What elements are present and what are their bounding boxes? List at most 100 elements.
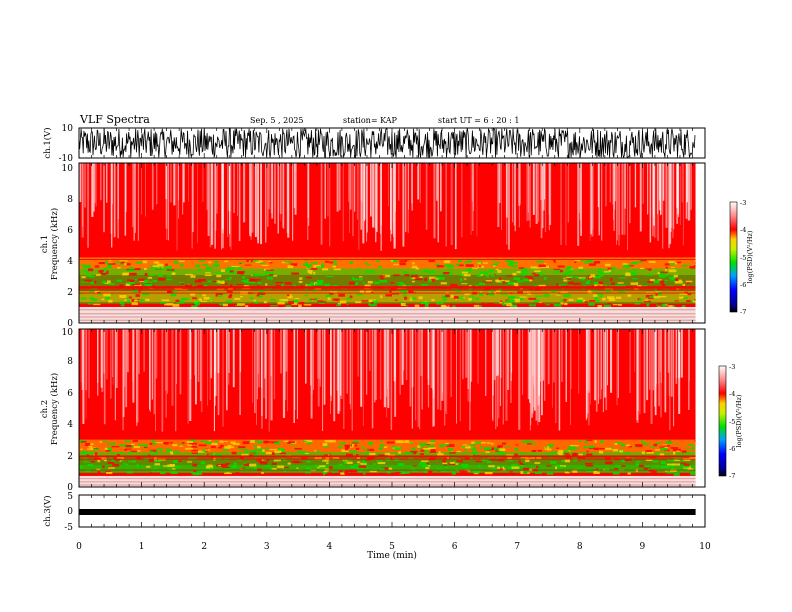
spec-streak: [349, 163, 352, 210]
spec-streak: [538, 163, 540, 222]
spec-speckle: [678, 296, 684, 299]
spec-speckle: [497, 445, 503, 448]
spec-speckle: [274, 442, 281, 445]
spec-streak: [88, 329, 90, 399]
spec-speckle: [509, 471, 513, 473]
spec-speckle: [373, 463, 377, 465]
spec-speckle: [410, 450, 418, 453]
spec-speckle: [97, 291, 101, 294]
spec-speckle: [535, 295, 544, 297]
spec-speckle: [555, 270, 559, 273]
spec-streak: [591, 163, 594, 237]
spec-speckle: [516, 271, 521, 273]
spec-speckle: [236, 284, 244, 286]
spec-speckle: [190, 293, 195, 296]
spec-speckle: [568, 281, 574, 285]
spec-speckle: [624, 458, 632, 461]
spec-speckle: [536, 303, 544, 306]
spec-speckle: [681, 264, 686, 267]
spec-speckle: [461, 283, 468, 285]
spec-speckle: [121, 457, 124, 459]
spec-speckle: [275, 465, 279, 467]
spec-streak: [627, 163, 628, 251]
spec-streak: [660, 329, 662, 383]
spec-streak: [195, 329, 197, 405]
spec-streak: [529, 329, 531, 431]
spec-streak: [194, 329, 195, 376]
spec-speckle: [229, 293, 233, 297]
spec-speckle: [498, 448, 505, 451]
spec-speckle: [459, 274, 465, 276]
spec-streak: [189, 329, 192, 421]
ch1-ylabel: ch.1(V): [42, 127, 53, 158]
spec-streak: [590, 329, 591, 405]
spec-speckle: [215, 454, 222, 456]
spec-speckle: [345, 461, 353, 464]
spec-speckle: [87, 460, 95, 463]
spec-speckle: [202, 284, 208, 288]
spec-speckle: [350, 465, 357, 469]
spec-speckle: [580, 278, 585, 281]
spec-streak: [678, 163, 680, 217]
spec-speckle: [186, 441, 193, 443]
spec-speckle: [594, 296, 598, 300]
spec-streak: [417, 163, 420, 200]
spec-speckle: [590, 274, 596, 278]
spec-streak: [199, 329, 202, 402]
spec-streak: [360, 329, 363, 407]
spec-speckle: [672, 278, 677, 281]
spec-speckle: [248, 260, 251, 262]
ch1-colorbar: -3 -4 -5 -6 -7 log(PSD)(V²/Hz): [729, 199, 754, 316]
spec-streak: [621, 163, 624, 235]
spec-streak: [614, 163, 616, 210]
spec-speckle: [81, 281, 89, 283]
spec-streak: [360, 163, 363, 230]
spec-speckle: [198, 444, 207, 447]
spec-speckle: [609, 290, 612, 293]
spec-speckle: [245, 279, 250, 281]
spec-streak: [282, 329, 286, 418]
spec-streak: [561, 329, 563, 382]
spec-speckle: [357, 268, 362, 270]
spec-speckle: [649, 295, 654, 298]
spec-speckle: [590, 289, 598, 292]
spec-speckle: [128, 272, 137, 276]
spec-streak: [675, 329, 678, 384]
spec-speckle: [657, 272, 660, 274]
spec-speckle: [498, 467, 504, 469]
spec-speckle: [238, 261, 245, 263]
spec-streak: [188, 163, 189, 202]
spec-streak: [544, 163, 547, 233]
spec-streak: [570, 329, 571, 425]
spec-speckle: [351, 276, 354, 280]
spec-speckle: [177, 300, 185, 304]
spec-speckle: [428, 260, 435, 263]
spec-streak: [639, 329, 641, 415]
spec-speckle: [472, 297, 480, 299]
spec-speckle: [443, 272, 450, 275]
spec-speckle: [456, 263, 460, 266]
spec-speckle: [669, 288, 677, 291]
spec-speckle: [89, 275, 95, 278]
spec-speckle: [572, 282, 581, 285]
spec-speckle: [288, 441, 292, 444]
spec-speckle: [205, 441, 212, 444]
spec-speckle: [332, 285, 339, 286]
spec-speckle: [406, 451, 414, 454]
spec-speckle: [650, 445, 656, 448]
spec-speckle: [108, 467, 115, 469]
spec-speckle: [681, 305, 686, 308]
spec-streak: [337, 329, 340, 411]
spec-speckle: [575, 276, 579, 279]
spec-speckle: [231, 465, 237, 469]
spec-streak: [103, 329, 106, 425]
spec-streak: [369, 329, 371, 371]
spec-speckle: [468, 298, 472, 301]
spec-speckle: [490, 442, 494, 445]
spec-speckle: [293, 460, 300, 464]
ch1-cb-tick-m4: -4: [740, 226, 746, 234]
spec-streak: [285, 329, 288, 372]
spec-speckle: [154, 472, 160, 475]
spec-speckle: [664, 274, 669, 277]
time-axis-ticks: 0 1 2 3 4 5 6 7 8 9 10: [76, 542, 711, 552]
